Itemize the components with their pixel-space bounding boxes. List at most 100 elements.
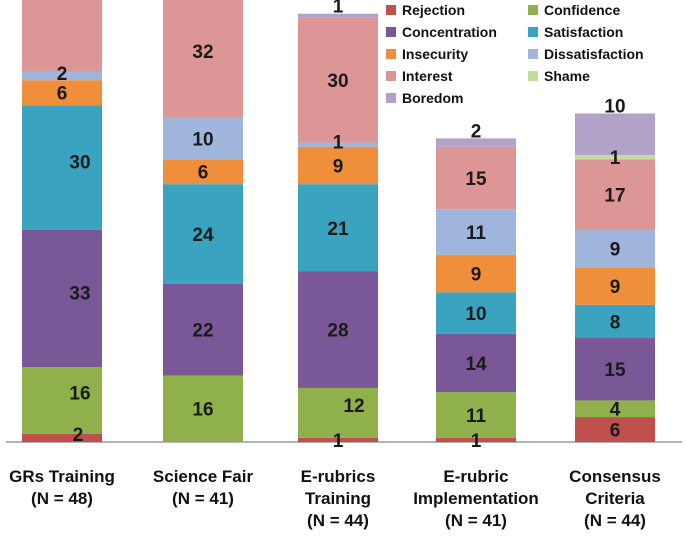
bar-satisfaction-consensus-criteria-n-44 (575, 304, 655, 339)
bar-confidence-science-fair-n-41 (163, 375, 243, 442)
data-label-dissatisfaction-grs-training-n-48: 2 (57, 64, 68, 85)
data-label-dissatisfaction-science-fair-n-41: 10 (192, 129, 213, 150)
bar-concentration-grs-training-n-48 (22, 229, 102, 368)
data-label-boredom-e-rubric-implementation-n-41: 2 (471, 121, 482, 142)
bar-satisfaction-e-rubric-implementation-n-41 (436, 292, 516, 334)
bar-concentration-e-rubrics-training-n-44 (298, 271, 378, 388)
bar-interest-e-rubric-implementation-n-41 (436, 146, 516, 210)
bar-dissatisfaction-e-rubrics-training-n-44 (298, 142, 378, 147)
data-label-confidence-e-rubric-implementation-n-41: 11 (466, 406, 487, 427)
data-label-interest-science-fair-n-41: 32 (192, 42, 213, 63)
bar-rejection-grs-training-n-48 (22, 433, 102, 442)
bar-confidence-e-rubrics-training-n-44 (298, 387, 378, 438)
legend-swatch-concentration (386, 27, 396, 37)
data-label-boredom-consensus-criteria-n-44: 10 (604, 96, 625, 117)
bar-rejection-e-rubrics-training-n-44 (298, 437, 378, 442)
bar-satisfaction-grs-training-n-48 (22, 105, 102, 230)
legend-swatch-insecurity (386, 49, 396, 59)
legend-label-insecurity: Insecurity (402, 46, 468, 62)
bar-insecurity-grs-training-n-48 (22, 80, 102, 106)
data-label-concentration-science-fair-n-41: 22 (192, 321, 213, 342)
legend-swatch-boredom (386, 93, 396, 103)
data-label-rejection-consensus-criteria-n-44: 6 (610, 421, 621, 442)
legend-item-concentration: Concentration (386, 24, 497, 40)
segment-labels-group: 2163330624211622246103241122821913011111… (57, 0, 626, 452)
legend-label-rejection: Rejection (402, 2, 465, 18)
data-label-interest-e-rubric-implementation-n-41: 15 (465, 169, 487, 190)
data-label-confidence-consensus-criteria-n-44: 4 (610, 400, 621, 421)
bar-interest-e-rubrics-training-n-44 (298, 17, 378, 143)
data-label-insecurity-e-rubrics-training-n-44: 9 (333, 156, 344, 177)
data-label-rejection-e-rubric-implementation-n-41: 1 (471, 431, 482, 452)
bar-dissatisfaction-science-fair-n-41 (163, 117, 243, 160)
bar-rejection-e-rubric-implementation-n-41 (436, 437, 516, 442)
bar-dissatisfaction-grs-training-n-48 (22, 71, 102, 81)
legend-swatch-satisfaction (528, 27, 538, 37)
data-label-rejection-e-rubrics-training-n-44: 1 (333, 431, 344, 452)
data-label-confidence-grs-training-n-48: 16 (69, 383, 90, 404)
legend-item-confidence: Confidence (528, 2, 620, 18)
bar-confidence-e-rubric-implementation-n-41 (436, 392, 516, 438)
legend-swatch-shame (528, 71, 538, 81)
data-label-interest-e-rubrics-training-n-44: 30 (327, 71, 348, 92)
data-label-concentration-e-rubric-implementation-n-41: 14 (465, 354, 487, 375)
bar-confidence-consensus-criteria-n-44 (575, 400, 655, 418)
category-label-grs-training-n-48: GRs Training (N = 48) (9, 467, 115, 508)
legend-item-interest: Interest (386, 68, 453, 84)
bars-group (22, 0, 655, 442)
bar-confidence-grs-training-n-48 (22, 367, 102, 434)
legend-item-boredom: Boredom (386, 90, 463, 106)
data-label-satisfaction-e-rubric-implementation-n-41: 10 (465, 304, 486, 325)
legend-swatch-dissatisfaction (528, 49, 538, 59)
legend-swatch-rejection (386, 5, 396, 15)
legend: Rejection Confidence Concentration Satisfac… (386, 2, 644, 106)
bar-insecurity-consensus-criteria-n-44 (575, 267, 655, 305)
data-label-insecurity-consensus-criteria-n-44: 9 (610, 277, 621, 298)
bar-boredom-e-rubric-implementation-n-41 (436, 138, 516, 147)
data-label-satisfaction-e-rubrics-training-n-44: 21 (327, 219, 349, 240)
legend-label-dissatisfaction: Dissatisfaction (544, 46, 644, 62)
data-label-satisfaction-grs-training-n-48: 30 (69, 153, 90, 174)
data-label-dissatisfaction-e-rubrics-training-n-44: 1 (333, 133, 344, 154)
bar-interest-science-fair-n-41 (163, 0, 243, 118)
legend-label-confidence: Confidence (544, 2, 620, 18)
legend-label-interest: Interest (402, 68, 453, 84)
data-label-satisfaction-science-fair-n-41: 24 (192, 225, 214, 246)
data-label-concentration-grs-training-n-48: 33 (69, 284, 90, 305)
data-label-boredom-e-rubrics-training-n-44: 1 (333, 0, 344, 18)
bar-interest-grs-training-n-48 (22, 0, 102, 72)
data-label-dissatisfaction-consensus-criteria-n-44: 9 (610, 240, 621, 261)
bar-insecurity-e-rubric-implementation-n-41 (436, 254, 516, 293)
data-label-dissatisfaction-e-rubric-implementation-n-41: 11 (466, 223, 487, 244)
bar-interest-consensus-criteria-n-44 (575, 159, 655, 230)
legend-swatch-interest (386, 71, 396, 81)
data-label-shame-consensus-criteria-n-44: 1 (610, 148, 621, 169)
legend-label-boredom: Boredom (402, 90, 463, 106)
data-label-interest-consensus-criteria-n-44: 17 (604, 186, 625, 207)
data-label-insecurity-science-fair-n-41: 6 (198, 163, 209, 184)
bar-dissatisfaction-e-rubric-implementation-n-41 (436, 209, 516, 255)
legend-label-shame: Shame (544, 68, 590, 84)
legend-item-dissatisfaction: Dissatisfaction (528, 46, 644, 62)
data-label-concentration-e-rubrics-training-n-44: 28 (327, 321, 348, 342)
legend-label-satisfaction: Satisfaction (544, 24, 623, 40)
data-label-confidence-e-rubrics-training-n-44: 12 (343, 396, 364, 417)
legend-item-shame: Shame (528, 68, 590, 84)
data-label-confidence-science-fair-n-41: 16 (192, 400, 213, 421)
data-label-satisfaction-consensus-criteria-n-44: 8 (610, 312, 621, 333)
bar-insecurity-science-fair-n-41 (163, 159, 243, 185)
category-label-science-fair-n-41: Science Fair (N = 41) (153, 467, 254, 508)
bar-concentration-e-rubric-implementation-n-41 (436, 333, 516, 393)
bar-dissatisfaction-consensus-criteria-n-44 (575, 229, 655, 268)
data-label-insecurity-e-rubric-implementation-n-41: 9 (471, 265, 482, 286)
data-label-concentration-consensus-criteria-n-44: 15 (604, 360, 626, 381)
bar-satisfaction-e-rubrics-training-n-44 (298, 184, 378, 272)
category-label-e-rubric-implementation-n-41: E-rubric Implementation (N = 41) (413, 467, 539, 530)
data-label-insecurity-grs-training-n-48: 6 (57, 84, 68, 105)
legend-item-insecurity: Insecurity (386, 46, 468, 62)
bar-satisfaction-science-fair-n-41 (163, 184, 243, 284)
bar-boredom-e-rubrics-training-n-44 (298, 13, 378, 18)
legend-item-rejection: Rejection (386, 2, 465, 18)
legend-item-satisfaction: Satisfaction (528, 24, 623, 40)
